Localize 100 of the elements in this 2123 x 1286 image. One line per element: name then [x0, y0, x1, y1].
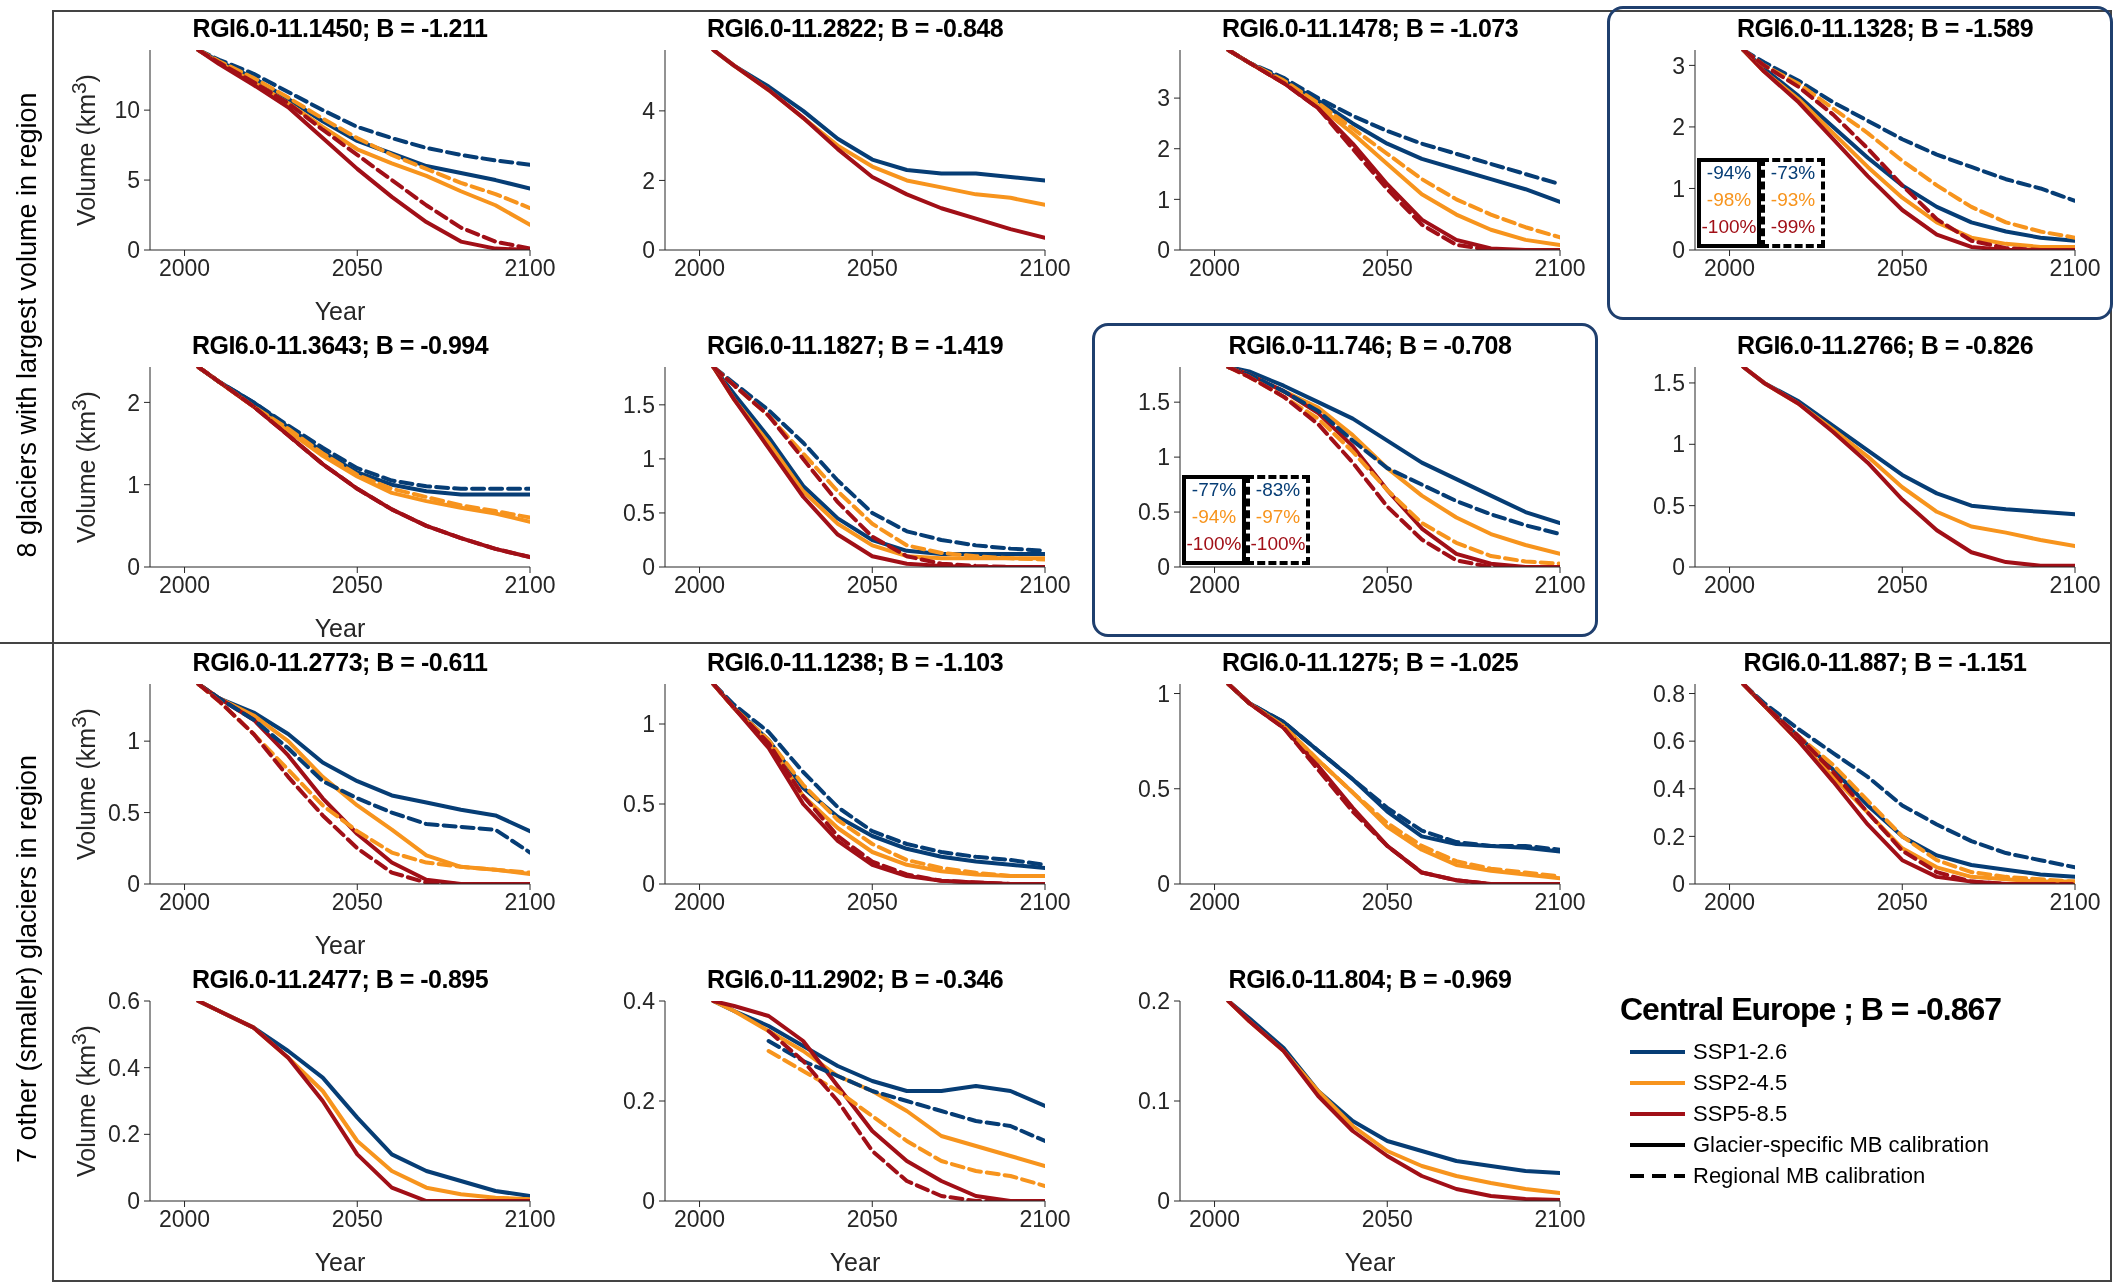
x-tick-label: 2050 [1361, 889, 1413, 916]
x-tick-label: 2000 [673, 572, 726, 599]
y-tick-label: 0.5 [1653, 492, 1685, 519]
y-tick-label: 0 [642, 237, 655, 264]
annotation: -77% [1190, 479, 1238, 501]
chart-title: RGI6.0-11.2477; B = -0.895 [191, 965, 489, 993]
x-tick-label: 2050 [1876, 572, 1928, 599]
annotation: -98% [1705, 189, 1753, 211]
x-tick-label: 2050 [1876, 889, 1928, 916]
y-tick-label: 1 [1157, 680, 1170, 707]
line-series [711, 50, 1045, 240]
y-tick-label: 0.6 [108, 988, 140, 1015]
x-tick-label: 2050 [846, 572, 898, 599]
chart-title: RGI6.0-11.2766; B = -0.826 [1735, 331, 2035, 360]
x-tick-label: 2050 [1361, 255, 1413, 282]
y-tick-label: 0 [1672, 554, 1685, 581]
y-tick-label: 1.5 [1653, 370, 1685, 397]
y-tick-label: 1.5 [1138, 389, 1170, 416]
x-tick-label: 2100 [504, 572, 556, 599]
y-tick-label: 3 [1157, 85, 1170, 112]
y-tick-label: 0 [1157, 1188, 1170, 1215]
annotation: -93% [1769, 189, 1817, 211]
annotation: -99% [1769, 216, 1817, 238]
y-tick-label: 0.4 [623, 988, 656, 1015]
x-tick-label: 2000 [1188, 572, 1241, 599]
chart-title: RGI6.0-11.1328; B = -1.589 [1735, 14, 2035, 43]
x-tick-label: 2100 [504, 1206, 556, 1233]
x-tick-label: 2000 [1188, 889, 1241, 916]
x-tick-label: 2000 [673, 1206, 726, 1233]
x-tick-label: 2050 [331, 1206, 383, 1233]
x-tick-label: 2100 [2049, 255, 2101, 282]
x-tick-label: 2000 [1188, 1206, 1241, 1233]
x-tick-label: 2100 [1534, 572, 1586, 599]
y-tick-label: 0.5 [1138, 775, 1170, 802]
y-tick-label: 0.2 [108, 1121, 140, 1148]
x-tick-label: 2000 [1188, 255, 1241, 282]
annotation: -100% [1249, 533, 1307, 555]
y-tick-label: 1 [1672, 431, 1685, 458]
chart-title: RGI6.0-11.3643; B = -0.994 [190, 331, 490, 360]
x-tick-label: 2000 [158, 255, 211, 282]
y-tick-label: 2 [1157, 135, 1170, 162]
x-tick-label: 2000 [1703, 572, 1756, 599]
y-tick-label: 1 [1157, 444, 1170, 471]
annotation: -94% [1190, 506, 1238, 528]
y-tick-label: 1 [1672, 175, 1685, 202]
chart-title: RGI6.0-11.2902; B = -0.346 [706, 965, 1004, 993]
y-tick-label: 0.5 [108, 799, 140, 826]
y-tick-label: 1 [642, 446, 655, 473]
y-tick-label: 1 [642, 711, 655, 738]
x-tick-label: 2050 [1876, 255, 1928, 282]
y-tick-label: 1 [1157, 186, 1170, 213]
legend-label: SSP5-8.5 [1693, 1100, 1788, 1127]
x-tick-label: 2050 [331, 255, 383, 282]
x-axis-title: Year [314, 614, 366, 642]
x-tick-label: 2100 [504, 889, 556, 916]
y-tick-label: 0.2 [623, 1088, 655, 1115]
y-tick-label: 2 [642, 167, 655, 194]
x-tick-label: 2100 [1019, 255, 1071, 282]
x-axis-title: Year [314, 297, 366, 325]
x-tick-label: 2100 [1019, 889, 1071, 916]
x-tick-label: 2100 [2049, 572, 2101, 599]
line-series [766, 1049, 1045, 1188]
x-tick-label: 2050 [846, 255, 898, 282]
y-tick-label: 0.5 [1138, 499, 1170, 526]
x-axis-title: Year [314, 1248, 366, 1276]
y-tick-label: 0 [642, 1188, 655, 1215]
text: Regional MB calibration [1693, 1162, 1926, 1189]
annotation: -94% [1705, 162, 1753, 184]
y-tick-label: 2 [1672, 114, 1685, 141]
x-tick-label: 2050 [846, 889, 898, 916]
chart-title: RGI6.0-11.1275; B = -1.025 [1220, 648, 1520, 677]
y-tick-label: 4 [642, 98, 656, 125]
y-tick-label: 2 [127, 389, 140, 416]
chart-title: RGI6.0-11.804; B = -0.969 [1228, 965, 1512, 993]
legend-label: SSP1-2.6 [1693, 1038, 1788, 1065]
x-tick-label: 2100 [1019, 572, 1071, 599]
y-tick-label: 0 [642, 554, 655, 581]
y-tick-label: 0.2 [1653, 823, 1685, 850]
x-tick-label: 2100 [504, 255, 556, 282]
x-tick-label: 2000 [1703, 889, 1756, 916]
x-tick-label: 2050 [331, 889, 383, 916]
chart-title: RGI6.0-11.887; B = -1.151 [1742, 648, 2028, 677]
y-tick-label: 0.5 [623, 791, 655, 818]
y-tick-label: 0.1 [1138, 1088, 1170, 1115]
chart-title: RGI6.0-11.746; B = -0.708 [1227, 331, 1513, 360]
y-tick-label: 0 [1672, 237, 1685, 264]
annotation: -100% [1700, 216, 1758, 238]
x-tick-label: 2000 [158, 572, 211, 599]
y-tick-label: 0 [127, 237, 140, 264]
y-tick-label: 0.8 [1653, 680, 1685, 707]
chart-title: RGI6.0-11.1450; B = -1.211 [191, 14, 489, 43]
x-tick-label: 2000 [673, 255, 726, 282]
text: 8 glaciers with largest volume in region [11, 92, 43, 558]
chart-title: RGI6.0-11.1827; B = -1.419 [705, 331, 1005, 360]
y-tick-label: 0 [127, 554, 140, 581]
annotation: -83% [1254, 479, 1302, 501]
x-tick-label: 2100 [1534, 255, 1586, 282]
x-tick-label: 2100 [1019, 1206, 1071, 1233]
x-tick-label: 2100 [2049, 889, 2101, 916]
y-tick-label: 0.2 [1138, 988, 1170, 1015]
